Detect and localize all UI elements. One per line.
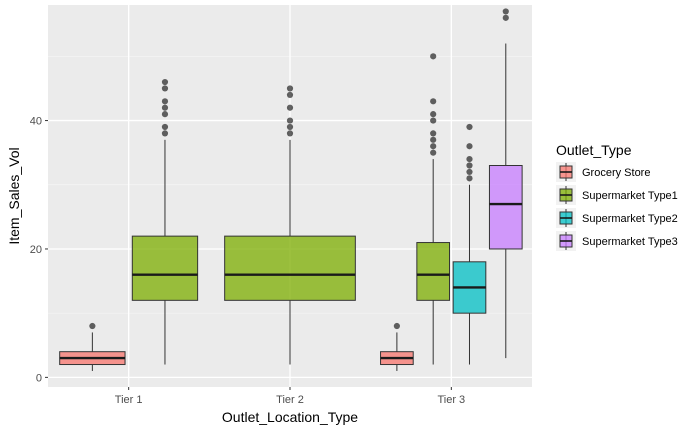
outlier-point: [161, 85, 169, 92]
outlier-point: [466, 155, 473, 163]
outlier-point: [430, 130, 437, 137]
outlier-point: [286, 104, 294, 111]
outlier-point: [286, 123, 294, 131]
box-iqr: [416, 242, 451, 301]
outlier-point: [502, 14, 509, 21]
box-iqr: [224, 235, 356, 301]
legend-label: Supermarket Type2: [582, 213, 678, 225]
outlier-point: [466, 143, 473, 150]
outlier-point: [430, 111, 437, 118]
box-tier-2-supermarket-type1: [224, 85, 356, 365]
box-tier-3-grocery-store: [380, 322, 414, 371]
outlier-point: [466, 168, 473, 176]
outlier-point: [161, 123, 169, 131]
outlier-point: [430, 149, 437, 156]
y-tick-label: 40: [30, 116, 42, 128]
y-tick-label: 20: [30, 244, 42, 256]
outlier-point: [430, 117, 437, 124]
outlier-point: [466, 123, 473, 131]
box-tier-3-supermarket-type1: [416, 53, 451, 365]
box-tier-3-supermarket-type2: [452, 123, 487, 365]
box-tier-1-grocery-store: [59, 322, 126, 371]
legend-item-supermarket-type1: Supermarket Type1: [556, 185, 678, 205]
outlier-point: [466, 175, 473, 182]
legend-label: Supermarket Type3: [582, 236, 678, 248]
legend-label: Supermarket Type1: [582, 190, 678, 202]
y-axis-ticks: 0 20 40: [30, 116, 48, 384]
legend-item-supermarket-type3: Supermarket Type3: [556, 231, 678, 251]
x-axis-title: Outlet_Location_Type: [222, 409, 358, 425]
x-axis-ticks: Tier 1 Tier 2 Tier 3: [115, 387, 465, 406]
outlier-point: [502, 8, 509, 15]
box-series: [59, 8, 523, 371]
legend-label: Grocery Store: [582, 167, 650, 179]
outlier-point: [430, 98, 437, 105]
outlier-point: [286, 91, 294, 98]
legend-item-supermarket-type2: Supermarket Type2: [556, 208, 678, 228]
y-axis-title: Item_Sales_Vol: [6, 147, 22, 244]
legend: Outlet_Type Grocery Store Supermarket Typ…: [556, 142, 678, 251]
legend-title: Outlet_Type: [556, 142, 632, 158]
outlier-point: [161, 130, 169, 137]
x-tick-label: Tier 3: [437, 394, 465, 406]
box-iqr: [488, 165, 523, 250]
legend-item-grocery-store: Grocery Store: [556, 162, 650, 182]
outlier-point: [161, 111, 169, 118]
outlier-point: [430, 143, 437, 150]
box-iqr: [131, 235, 199, 301]
outlier-point: [286, 85, 294, 92]
box-tier-1-supermarket-type1: [131, 78, 199, 365]
outlier-point: [430, 53, 437, 60]
legend-items: Grocery Store Supermarket Type1 Supermarke…: [556, 162, 678, 251]
outlier-point: [161, 78, 169, 86]
x-tick-label: Tier 1: [115, 394, 143, 406]
outlier-point: [161, 98, 169, 105]
box-tier-3-supermarket-type3: [488, 8, 523, 359]
x-tick-label: Tier 2: [276, 394, 304, 406]
outlier-point: [393, 322, 400, 330]
outlier-point: [89, 322, 96, 330]
outlier-point: [161, 104, 169, 111]
outlier-point: [466, 162, 473, 169]
outlier-point: [286, 130, 294, 137]
outlier-point: [286, 117, 294, 124]
y-tick-label: 0: [36, 372, 42, 384]
outlier-point: [430, 136, 437, 143]
